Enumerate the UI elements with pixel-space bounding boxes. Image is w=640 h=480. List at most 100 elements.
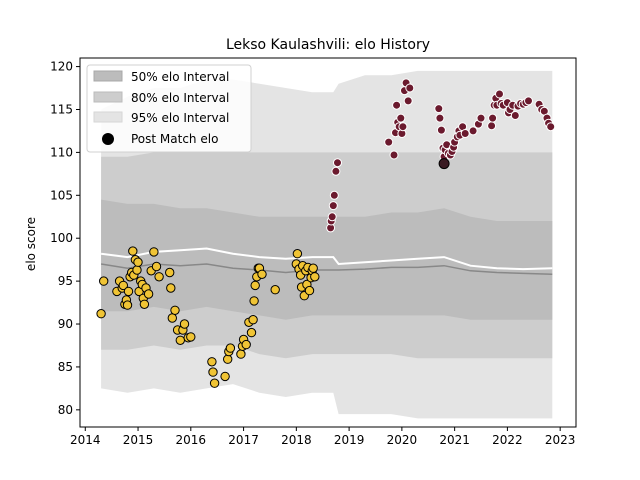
plot-frame (79, 57, 577, 428)
post-match-point (223, 354, 233, 364)
post-match-point (248, 315, 258, 325)
interval-bands (101, 70, 553, 419)
post-match-point (249, 296, 259, 306)
legend-marker-post-match (102, 133, 114, 145)
post-match-points (96, 78, 556, 388)
y-tick-label: 100 (50, 231, 73, 245)
post-match-point (487, 121, 497, 131)
x-tick-label: 2020 (387, 433, 418, 447)
legend-swatch-50 (93, 70, 123, 82)
post-match-point (133, 257, 143, 267)
post-match-point (123, 286, 134, 297)
y-tick-label: 115 (50, 102, 73, 116)
post-match-point (209, 378, 220, 388)
plot-area (79, 57, 577, 428)
legend-box (86, 64, 252, 153)
post-match-point (495, 89, 504, 99)
post-match-point (405, 83, 415, 93)
post-match-point (118, 280, 129, 291)
post-match-point (167, 313, 178, 323)
x-tick-label: 2018 (281, 433, 312, 447)
post-match-point (208, 367, 218, 377)
post-match-point (186, 332, 196, 342)
post-match-point (179, 319, 190, 329)
post-match-point (460, 129, 470, 138)
x-tick-label: 2015 (123, 433, 154, 447)
post-match-point (207, 357, 217, 367)
post-match-point (220, 371, 230, 382)
y-axis: 80 85 90 95 100 105 110 115 120 (50, 60, 80, 417)
post-match-point (327, 212, 337, 222)
post-match-point (151, 261, 162, 272)
median-line (100, 263, 553, 276)
y-tick-label: 90 (58, 317, 73, 331)
y-tick-label: 110 (50, 145, 73, 159)
post-match-point (488, 113, 498, 123)
post-match-point (434, 104, 444, 114)
y-tick-label: 85 (58, 360, 73, 374)
x-tick-label: 2022 (492, 433, 523, 447)
x-tick-label: 2021 (439, 433, 470, 447)
post-match-point (175, 335, 186, 345)
post-match-point (128, 246, 138, 256)
legend-label-post-match: Post Match elo (131, 132, 218, 146)
post-match-point (546, 122, 556, 132)
post-match-point (149, 247, 159, 257)
legend-label-80: 80% elo Interval (131, 91, 229, 105)
post-match-point (392, 100, 402, 110)
legend-swatch-95 (93, 111, 123, 123)
interval-lines (100, 247, 553, 276)
y-tick-label: 95 (58, 274, 73, 288)
post-match-point (329, 190, 339, 200)
post-match-point (510, 111, 520, 120)
y-axis-label: elo score (24, 217, 38, 271)
post-match-point (170, 305, 180, 315)
post-match-point (165, 267, 175, 278)
post-match-point (139, 299, 150, 309)
legend-label-95: 95% elo Interval (131, 111, 229, 125)
post-match-point (257, 269, 267, 279)
post-match-point (396, 113, 406, 123)
x-tick-label: 2019 (334, 433, 365, 447)
post-match-point (308, 263, 318, 273)
post-match-point (524, 96, 533, 106)
post-match-point (476, 113, 486, 123)
post-match-point (143, 289, 154, 299)
post-match-point (241, 339, 251, 350)
post-match-point (166, 283, 176, 293)
post-match-point (250, 280, 260, 291)
mean-line (100, 247, 553, 271)
post-match-point (398, 122, 408, 132)
x-tick-label: 2023 (545, 433, 576, 447)
post-match-point (122, 300, 133, 310)
post-match-point (304, 285, 315, 296)
post-match-point (154, 272, 164, 282)
post-match-point (99, 276, 109, 286)
post-match-point (435, 113, 445, 123)
post-match-point (331, 166, 341, 176)
post-match-point (96, 309, 106, 319)
band-50 (101, 199, 553, 320)
post-match-point (246, 327, 257, 338)
post-match-point (389, 150, 399, 160)
x-tick-label: 2017 (228, 433, 259, 447)
post-match-point (236, 349, 246, 359)
legend: 50% elo Interval 80% elo Interval 95% el… (86, 64, 252, 153)
x-tick-label: 2014 (70, 433, 101, 447)
post-match-point (403, 96, 413, 106)
post-match-point (270, 285, 280, 295)
y-tick-label: 120 (50, 60, 73, 74)
chart-title: Lekso Kaulashvili: elo History (226, 37, 430, 53)
post-match-point (468, 126, 478, 136)
legend-swatch-80 (93, 91, 123, 103)
post-match-point (310, 272, 320, 282)
post-match-point (132, 265, 142, 275)
post-match-point (436, 125, 446, 135)
latest-post-match-point (438, 158, 450, 170)
post-match-point (225, 343, 236, 353)
y-tick-label: 80 (58, 403, 73, 417)
legend-label-50: 50% elo Interval (131, 70, 229, 84)
post-match-point (328, 201, 338, 211)
x-axis: 2014 2015 2016 2017 2018 2019 2020 2021 2022 2023 (70, 427, 575, 447)
